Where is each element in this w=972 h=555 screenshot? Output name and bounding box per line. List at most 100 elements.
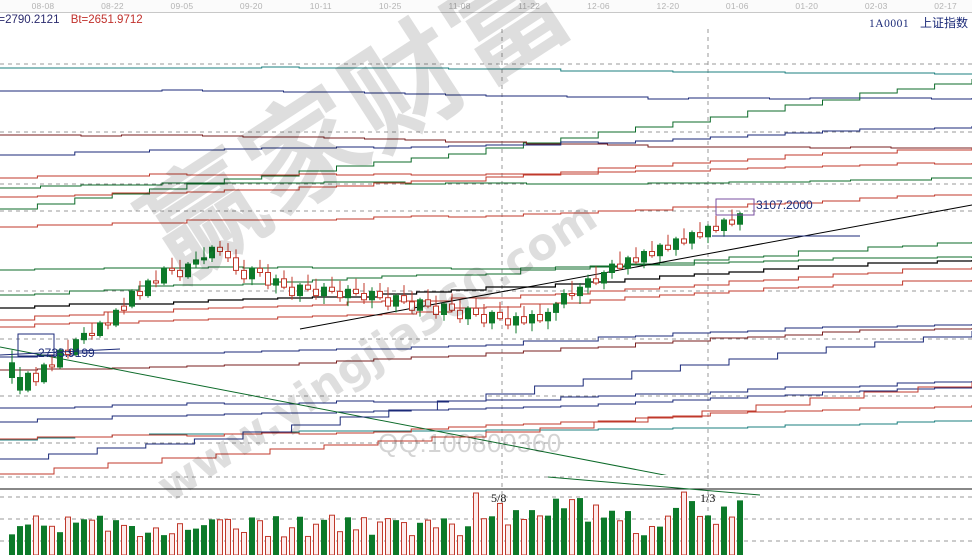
- candle-body: [537, 314, 543, 322]
- volume-chart-panel[interactable]: [0, 475, 972, 555]
- candle-body: [361, 293, 367, 301]
- indicator-line: [0, 194, 972, 228]
- volume-bar: [577, 498, 583, 555]
- candle-body: [25, 372, 31, 391]
- date-tick: 08-08: [31, 1, 55, 11]
- candle-body: [409, 301, 415, 311]
- volume-bar: [705, 515, 711, 555]
- volume-bar: [193, 528, 199, 555]
- date-tick: 02-17: [934, 1, 957, 11]
- volume-bar: [25, 524, 31, 555]
- candle-body: [497, 311, 503, 320]
- volume-bar: [137, 536, 143, 555]
- candle-body: [545, 311, 551, 322]
- date-tick: 01-06: [725, 1, 749, 11]
- indicator-values: n=2790.2121 Bt=2651.9712: [0, 14, 143, 26]
- price-chart-panel[interactable]: [0, 29, 972, 475]
- candle-body: [289, 286, 295, 297]
- volume-bar: [113, 520, 119, 555]
- candle-body: [697, 232, 703, 238]
- candle-body: [161, 267, 167, 284]
- volume-bar: [425, 519, 431, 555]
- candle-body: [625, 257, 631, 269]
- volume-bar: [729, 516, 735, 555]
- candle-body: [105, 322, 111, 326]
- candle-body: [225, 251, 231, 259]
- volume-note-right: 1/3: [700, 491, 716, 505]
- indicator-line: [0, 382, 972, 475]
- high-price-label: 3107.2000: [756, 198, 813, 212]
- candle-body: [513, 316, 519, 326]
- volume-bar: [569, 499, 575, 555]
- volume-bar: [49, 525, 55, 555]
- volume-bar: [41, 525, 47, 555]
- candle-body: [345, 288, 351, 299]
- volume-bar: [561, 508, 567, 555]
- candle-body: [249, 267, 255, 280]
- candle-body: [393, 295, 399, 307]
- candle-body: [665, 244, 671, 250]
- candle-body: [417, 299, 423, 311]
- candle-body: [153, 280, 159, 284]
- indicator-line: [0, 328, 972, 371]
- volume-bar: [721, 506, 727, 555]
- indicator-line: [0, 242, 972, 296]
- candle-body: [65, 349, 71, 355]
- indicator-line: [0, 89, 972, 100]
- volume-bar: [233, 528, 239, 555]
- candle-body: [593, 278, 599, 284]
- candle-body: [553, 303, 559, 313]
- candle-body: [193, 259, 199, 265]
- volume-bar: [337, 531, 343, 555]
- candle-body: [529, 314, 535, 324]
- volume-bar: [57, 532, 63, 555]
- volume-bar: [457, 535, 463, 555]
- candle-body: [649, 251, 655, 257]
- volume-bar: [441, 518, 447, 555]
- indicator-line: [0, 66, 972, 75]
- candle-body: [601, 272, 607, 284]
- candle-body: [201, 257, 207, 261]
- indicator-line: [0, 134, 972, 149]
- volume-bar: [177, 523, 183, 555]
- candle-body: [73, 339, 79, 355]
- volume-bar: [345, 517, 351, 555]
- volume-bar: [617, 520, 623, 555]
- volume-bar: [497, 502, 503, 555]
- candle-body: [481, 314, 487, 324]
- indicator-line: [0, 324, 972, 358]
- candle-body: [377, 290, 383, 299]
- candle-body: [241, 269, 247, 280]
- volume-bar: [385, 518, 391, 555]
- volume-bar: [121, 524, 127, 555]
- volume-bar: [737, 500, 743, 555]
- candle-body: [313, 288, 319, 297]
- candle-body: [209, 246, 215, 259]
- candle-body: [297, 284, 303, 297]
- volume-bar: [545, 515, 551, 555]
- symbol-info[interactable]: 1A0001 上证指数: [869, 14, 968, 31]
- volume-bar: [601, 517, 607, 555]
- date-tick: 10-25: [378, 1, 402, 11]
- high-marker-box: [715, 198, 755, 216]
- date-tick: 12-06: [587, 1, 610, 11]
- indicator-line: [0, 405, 972, 440]
- candle-body: [369, 290, 375, 301]
- candle-body: [521, 316, 527, 324]
- volume-bar: [505, 524, 511, 555]
- volume-bar: [201, 525, 207, 555]
- volume-bar: [521, 518, 527, 555]
- volume-bar: [609, 510, 615, 555]
- candle-body: [617, 263, 623, 269]
- candle-body: [305, 284, 311, 290]
- candle-body: [705, 225, 711, 238]
- candle-body: [465, 307, 471, 320]
- low-marker-line: [0, 348, 121, 356]
- candle-body: [257, 267, 263, 274]
- indicator-line: [0, 162, 972, 179]
- candlestick-series: [9, 209, 743, 395]
- volume-bar: [153, 527, 159, 555]
- indicator-line: [0, 126, 972, 156]
- volume-bar: [641, 535, 647, 555]
- trendline-rising: [299, 204, 972, 330]
